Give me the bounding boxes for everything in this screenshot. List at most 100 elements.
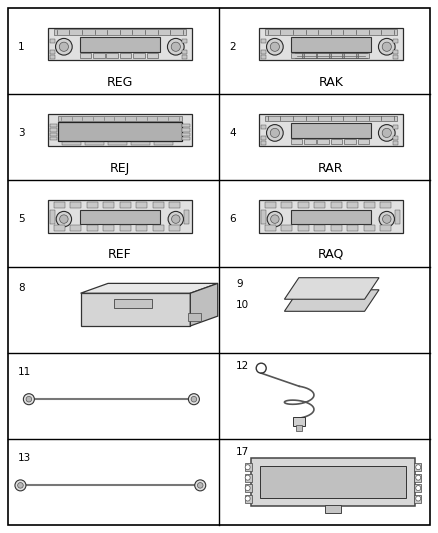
- Bar: [314, 203, 325, 208]
- Bar: [395, 210, 400, 224]
- Circle shape: [198, 482, 203, 488]
- Bar: [357, 139, 369, 144]
- Bar: [414, 495, 421, 503]
- Text: REF: REF: [108, 248, 132, 261]
- Circle shape: [15, 480, 26, 491]
- Bar: [291, 123, 371, 139]
- Bar: [291, 37, 371, 52]
- Bar: [245, 484, 252, 492]
- Bar: [347, 203, 358, 208]
- Circle shape: [382, 215, 391, 223]
- Bar: [261, 39, 266, 43]
- Circle shape: [271, 215, 279, 223]
- Bar: [392, 141, 398, 145]
- Bar: [80, 210, 160, 224]
- Text: 12: 12: [236, 361, 249, 370]
- Circle shape: [416, 475, 421, 480]
- Text: 4: 4: [229, 128, 236, 138]
- Bar: [63, 142, 81, 145]
- Bar: [120, 203, 131, 208]
- Bar: [154, 142, 173, 145]
- Bar: [331, 225, 342, 231]
- Bar: [380, 203, 391, 208]
- Bar: [331, 139, 343, 144]
- Circle shape: [245, 486, 250, 490]
- Text: RAK: RAK: [318, 76, 343, 88]
- Circle shape: [378, 125, 395, 141]
- Bar: [80, 37, 160, 52]
- Bar: [181, 39, 187, 43]
- Bar: [49, 124, 57, 127]
- Polygon shape: [284, 290, 379, 311]
- Bar: [251, 458, 415, 506]
- Circle shape: [416, 496, 421, 501]
- Bar: [80, 53, 91, 58]
- Bar: [85, 142, 104, 145]
- Bar: [182, 124, 190, 127]
- Bar: [259, 115, 403, 147]
- Bar: [153, 203, 163, 208]
- Text: 8: 8: [18, 283, 25, 293]
- Text: 13: 13: [18, 453, 31, 463]
- Bar: [296, 425, 302, 431]
- Circle shape: [267, 125, 283, 141]
- Bar: [414, 474, 421, 482]
- Bar: [293, 417, 305, 426]
- Bar: [347, 225, 358, 231]
- Bar: [291, 210, 371, 224]
- Bar: [414, 463, 421, 471]
- Circle shape: [245, 496, 250, 501]
- Bar: [182, 137, 190, 140]
- Bar: [153, 225, 163, 231]
- Bar: [298, 203, 309, 208]
- Bar: [392, 50, 398, 54]
- Text: REG: REG: [106, 76, 133, 88]
- Bar: [170, 225, 180, 231]
- Bar: [103, 225, 114, 231]
- Polygon shape: [284, 278, 379, 299]
- Bar: [325, 505, 341, 513]
- Bar: [261, 141, 266, 145]
- Text: RAR: RAR: [318, 162, 343, 175]
- Bar: [49, 50, 55, 54]
- Bar: [260, 466, 406, 498]
- Circle shape: [56, 212, 71, 227]
- Bar: [147, 53, 158, 58]
- Bar: [182, 133, 190, 136]
- Bar: [87, 225, 98, 231]
- Text: 6: 6: [229, 214, 236, 224]
- Text: 5: 5: [18, 214, 25, 224]
- Bar: [291, 139, 302, 144]
- Bar: [291, 53, 302, 58]
- Circle shape: [59, 42, 68, 51]
- Bar: [304, 139, 315, 144]
- Bar: [314, 225, 325, 231]
- Bar: [87, 203, 98, 208]
- Bar: [392, 55, 398, 59]
- Bar: [133, 53, 145, 58]
- Bar: [298, 225, 309, 231]
- Circle shape: [379, 212, 395, 227]
- Circle shape: [270, 128, 279, 138]
- Circle shape: [382, 42, 392, 51]
- Bar: [120, 53, 131, 58]
- Bar: [261, 210, 266, 224]
- Circle shape: [172, 215, 180, 223]
- Circle shape: [195, 480, 206, 491]
- Text: 17: 17: [236, 447, 249, 457]
- Bar: [182, 128, 190, 132]
- Bar: [131, 142, 150, 145]
- Bar: [49, 210, 55, 224]
- Bar: [48, 200, 191, 232]
- Bar: [54, 203, 64, 208]
- Bar: [344, 139, 356, 144]
- Bar: [265, 29, 397, 35]
- Bar: [54, 29, 186, 35]
- Bar: [48, 28, 191, 60]
- Bar: [181, 50, 187, 54]
- Text: 9: 9: [236, 279, 243, 289]
- Bar: [71, 225, 81, 231]
- Bar: [331, 203, 342, 208]
- Bar: [295, 53, 367, 58]
- Bar: [380, 225, 391, 231]
